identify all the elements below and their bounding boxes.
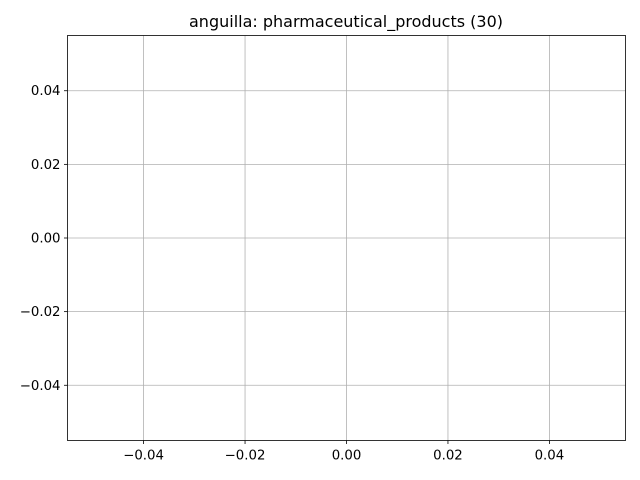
y-tick-label: 0.04 [31, 84, 61, 99]
x-tick-label: −0.02 [225, 449, 266, 464]
grid-lines [67, 35, 626, 441]
y-tick-label: −0.02 [20, 305, 61, 320]
y-axis: −0.04 −0.02 0.00 0.02 0.04 [20, 84, 68, 394]
y-tick-label: 0.02 [31, 158, 61, 173]
x-axis: −0.04 −0.02 0.00 0.02 0.04 [123, 440, 565, 464]
x-tick-label: 0.00 [332, 449, 362, 464]
y-tick-label: 0.00 [31, 232, 61, 247]
y-tick-label: −0.04 [20, 379, 61, 394]
chart-title: anguilla: pharmaceutical_products (30) [189, 12, 503, 32]
x-tick-label: 0.02 [433, 449, 463, 464]
x-tick-label: 0.04 [535, 449, 565, 464]
axes-frame [67, 35, 626, 441]
x-tick-label: −0.04 [123, 449, 164, 464]
